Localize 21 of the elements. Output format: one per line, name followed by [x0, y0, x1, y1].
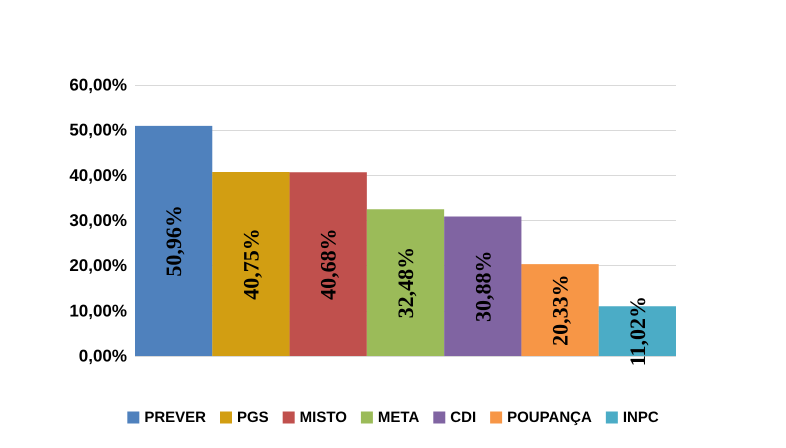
data-label: 11,02%: [624, 296, 650, 366]
legend-label: CDI: [450, 409, 476, 426]
data-label: 20,33%: [548, 274, 573, 346]
legend-label: INPC: [622, 409, 659, 426]
data-label: 50,96%: [161, 205, 186, 277]
y-tick-label: 60,00%: [69, 76, 127, 94]
data-label: 30,88%: [470, 250, 496, 322]
legend-label: PGS: [237, 409, 269, 426]
legend-label: META: [378, 409, 420, 426]
y-tick-label: 50,00%: [69, 120, 127, 140]
data-label: 40,75%: [238, 228, 264, 300]
data-label: 32,48%: [393, 246, 418, 318]
legend-label: POUPANÇA: [507, 409, 592, 426]
y-tick-label: 0,00%: [78, 346, 127, 366]
data-label: 40,68%: [316, 228, 341, 300]
y-tick-label: 30,00%: [69, 211, 127, 230]
y-tick-label: 20,00%: [69, 256, 127, 276]
legend-label: PREVER: [144, 409, 206, 426]
y-tick-label: 40,00%: [69, 166, 127, 185]
legend-label: MISTO: [300, 409, 348, 426]
y-tick-label: 10,00%: [69, 301, 127, 320]
